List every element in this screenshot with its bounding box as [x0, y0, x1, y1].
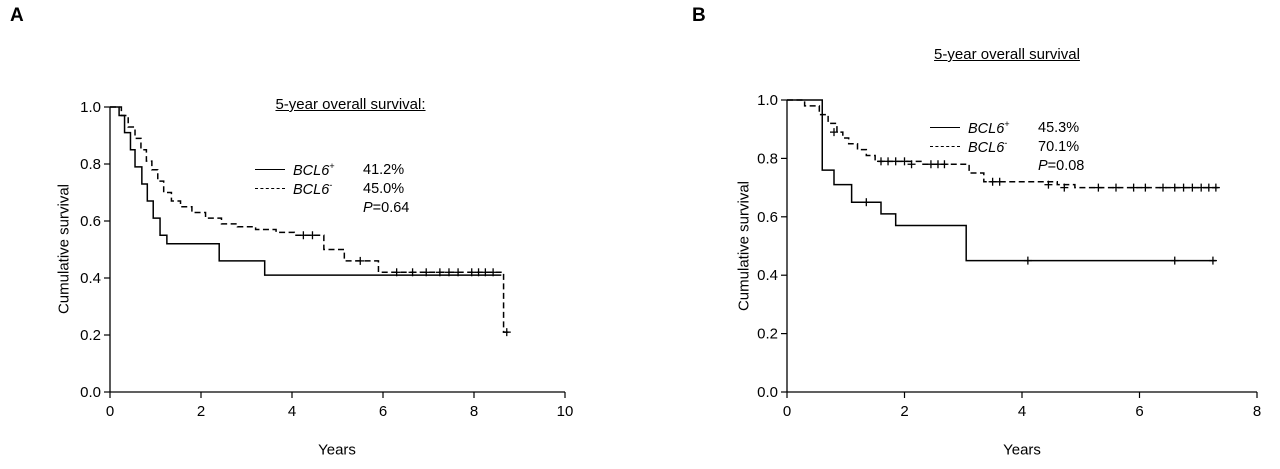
x-axis-title-b: Years — [1003, 441, 1041, 459]
x-tick-label: 8 — [470, 403, 478, 420]
panel-label-a: A — [10, 5, 24, 26]
legend-row-bcl6-positive: BCL6+ 41.2% — [255, 160, 409, 179]
legend-a: BCL6+ 41.2% BCL6- 45.0% P =0.64 — [255, 160, 409, 217]
y-tick-label: 0.8 — [757, 150, 778, 167]
x-tick-label: 10 — [557, 403, 574, 420]
x-tick-label: 0 — [106, 403, 114, 420]
legend-row-bcl6-negative: BCL6- 70.1% — [930, 137, 1084, 156]
series-label-bcl6-negative: BCL6- — [293, 179, 333, 198]
series-value-bcl6-negative: 70.1% — [1038, 138, 1080, 155]
x-tick-label: 2 — [900, 403, 908, 420]
p-value-a: P =0.64 — [363, 199, 410, 216]
series-value-bcl6-negative: 45.0% — [363, 180, 405, 197]
solid-line-sample — [930, 127, 960, 128]
x-tick-label: 6 — [1135, 403, 1143, 420]
y-tick-label: 0.4 — [80, 270, 101, 287]
legend-title-a: 5-year overall survival: — [275, 96, 426, 113]
y-tick-label: 0.6 — [757, 209, 778, 226]
y-tick-label: 0.6 — [80, 213, 101, 230]
dashed-line-sample — [255, 188, 285, 189]
y-axis-title-a: Cumulative survival — [55, 183, 73, 315]
solid-line-sample — [255, 169, 285, 170]
y-tick-label: 0.4 — [757, 267, 778, 284]
x-tick-label: 4 — [1018, 403, 1026, 420]
p-value-b: P =0.08 — [1038, 157, 1085, 174]
km-plot-b: 0 2 4 6 8 0.0 0.2 0.4 0.6 0.8 1.0 — [757, 92, 1261, 420]
y-tick-label: 0.0 — [757, 384, 778, 401]
series-label-bcl6-positive: BCL6+ — [968, 118, 1010, 137]
legend-title-b: 5-year overall survival — [934, 46, 1080, 63]
legend-b: BCL6+ 45.3% BCL6- 70.1% P =0.08 — [930, 118, 1084, 175]
y-tick-label: 1.0 — [757, 92, 778, 109]
x-tick-label: 4 — [288, 403, 296, 420]
x-tick-label: 0 — [783, 403, 791, 420]
x-tick-label: 2 — [197, 403, 205, 420]
y-tick-label: 0.2 — [757, 326, 778, 343]
y-axis-title-b: Cumulative survival — [735, 180, 753, 312]
x-tick-label: 6 — [379, 403, 387, 420]
legend-row-bcl6-negative: BCL6- 45.0% — [255, 179, 409, 198]
series-label-bcl6-negative: BCL6- — [968, 137, 1008, 156]
survival-curve-dashed — [110, 106, 510, 333]
survival-curve-solid — [110, 106, 502, 276]
km-plot-a: 0 2 4 6 8 10 0.0 0.2 0.4 0.6 0.8 1.0 — [80, 99, 574, 420]
panel-a: A 0 2 4 6 8 10 0.0 0.2 0.4 0.6 0.8 1.0 Cumulative s… — [10, 5, 574, 459]
series-value-bcl6-positive: 45.3% — [1038, 119, 1080, 136]
series-label-bcl6-positive: BCL6+ — [293, 160, 335, 179]
legend-row-bcl6-positive: BCL6+ 45.3% — [930, 118, 1084, 137]
series-value-bcl6-positive: 41.2% — [363, 161, 405, 178]
x-tick-label: 8 — [1253, 403, 1261, 420]
panel-b: B 0 2 4 6 8 0.0 0.2 0.4 0.6 0.8 1.0 Cumulative sur… — [640, 0, 1280, 469]
dashed-line-sample — [930, 146, 960, 147]
y-tick-label: 0.0 — [80, 384, 101, 401]
y-tick-label: 0.2 — [80, 327, 101, 344]
x-axis-title-a: Years — [318, 441, 356, 459]
panel-label-b: B — [692, 5, 706, 26]
y-tick-label: 0.8 — [80, 156, 101, 173]
y-tick-label: 1.0 — [80, 99, 101, 116]
